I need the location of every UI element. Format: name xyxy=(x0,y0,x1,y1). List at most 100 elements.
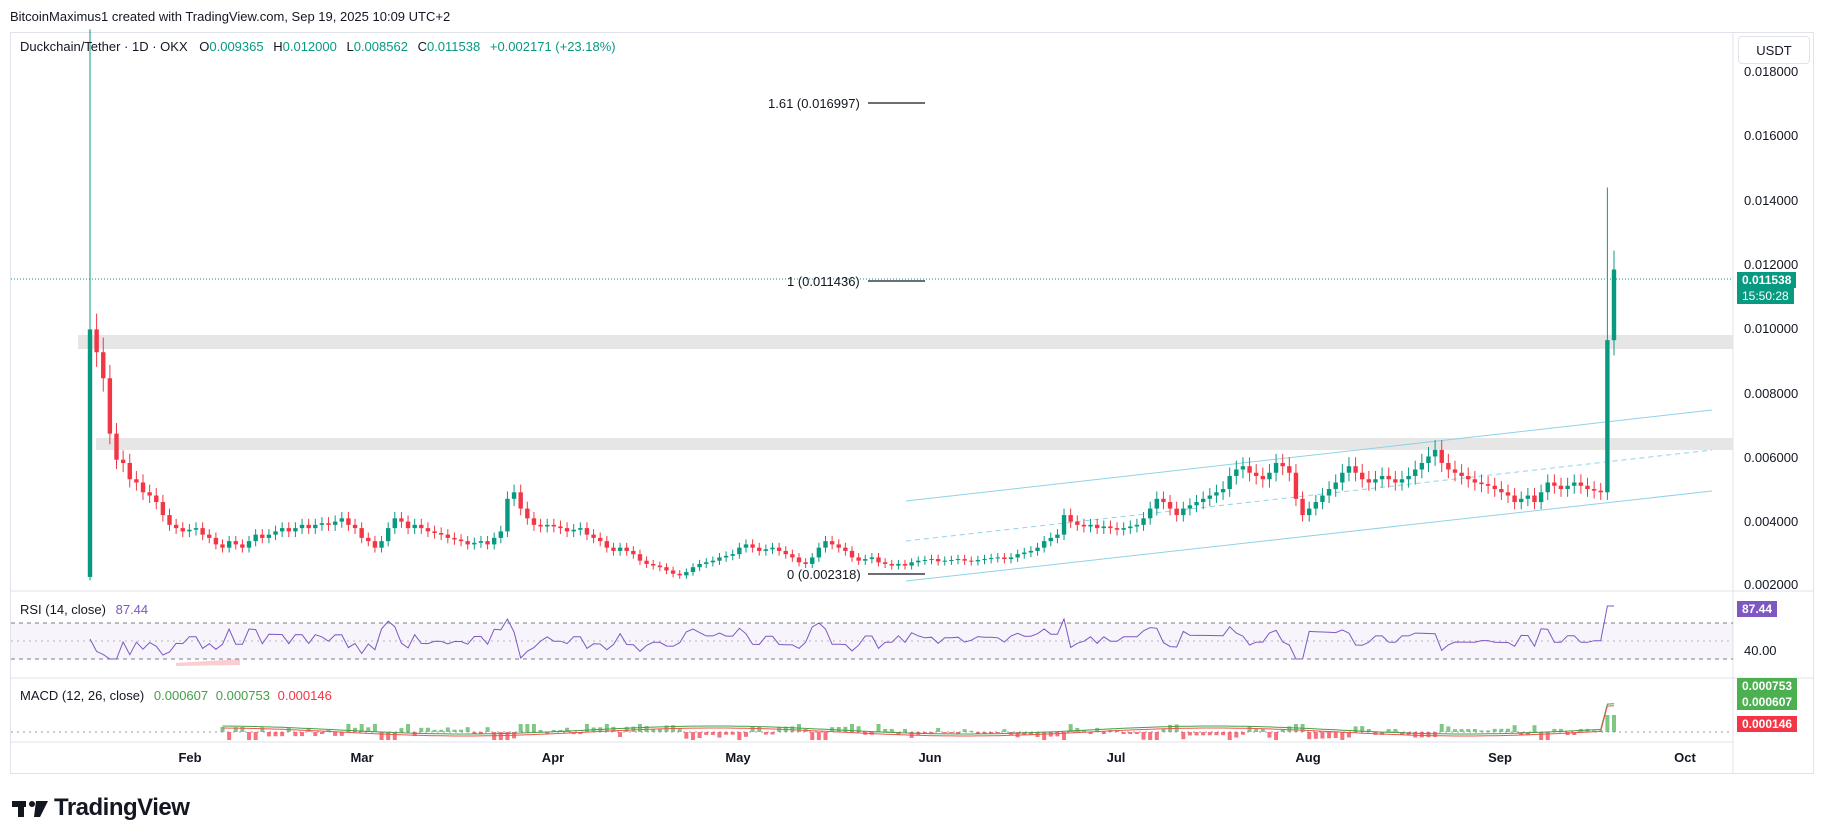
candle-body xyxy=(1452,469,1458,473)
macd-hist-bar xyxy=(227,732,232,740)
candle-body xyxy=(1499,489,1504,493)
macd-hist-bar xyxy=(1274,732,1279,740)
candle-body xyxy=(1432,449,1438,457)
macd-hist-bar xyxy=(836,727,841,732)
macd-hist-bar xyxy=(611,726,616,732)
macd-hist-bar xyxy=(956,732,961,734)
macd-hist-bar xyxy=(260,727,265,732)
candle-body xyxy=(399,518,404,522)
candle-body xyxy=(810,557,815,564)
tradingview-logo-text: TradingView xyxy=(54,794,190,821)
macd-hist-bar xyxy=(1413,732,1418,738)
rsi-line xyxy=(89,605,1614,660)
candle-body xyxy=(1538,492,1544,503)
candle-body xyxy=(1572,482,1577,486)
price-tick: 0.014000 xyxy=(1744,193,1799,208)
tradingview-logo[interactable]: TradingView xyxy=(12,794,190,822)
candle-body xyxy=(200,528,205,535)
candle-body xyxy=(518,492,523,509)
candle-body xyxy=(843,547,848,551)
candle-body xyxy=(1353,466,1358,473)
price-tick: 0.018000 xyxy=(1744,64,1799,79)
candle-body xyxy=(763,549,769,551)
rsi-legend[interactable]: RSI (14, close) 87.44 xyxy=(20,602,148,617)
candle-body xyxy=(1552,482,1557,486)
macd-hist-bar xyxy=(710,732,715,735)
candle-body xyxy=(134,479,139,483)
candle-body xyxy=(1333,482,1338,490)
macd-hist-bar xyxy=(531,724,536,732)
candle-body xyxy=(1485,484,1491,486)
macd-hist-bar xyxy=(1558,728,1563,732)
macd-hist-bar xyxy=(1327,732,1332,739)
candle-body xyxy=(1399,479,1405,483)
macd-hist-bar xyxy=(1446,726,1451,732)
macd-line-badge: 0.000607 xyxy=(1737,694,1798,710)
macd-hist-badge: 0.000146 xyxy=(1737,716,1798,732)
macd-hist-bar xyxy=(584,724,589,732)
candle-body xyxy=(723,555,729,558)
candle-body xyxy=(823,541,828,548)
currency-button[interactable]: USDT xyxy=(1738,36,1810,64)
candle-body xyxy=(273,531,278,535)
candle-body xyxy=(279,528,285,532)
macd-hist-bar xyxy=(876,724,881,732)
candle-body xyxy=(684,572,689,576)
macd-legend[interactable]: MACD (12, 26, close) 0.000607 0.000753 0… xyxy=(20,688,332,703)
candle-body xyxy=(1008,557,1014,560)
candle-body xyxy=(525,508,530,519)
time-tick-jun: Jun xyxy=(918,750,942,765)
candle-body xyxy=(1426,456,1431,463)
macd-hist-bar xyxy=(1525,732,1530,736)
macd-hist-bar xyxy=(1134,732,1139,735)
low-label: L xyxy=(346,39,354,54)
candle-body xyxy=(955,559,961,561)
candles-group xyxy=(87,29,1617,581)
price-tick: 0.002000 xyxy=(1744,577,1799,592)
candle-body xyxy=(1267,472,1272,480)
macd-hist-bar xyxy=(1499,728,1504,732)
candle-body xyxy=(405,521,411,529)
candle-body xyxy=(750,544,755,548)
candle-body xyxy=(1181,508,1186,516)
candle-body xyxy=(558,526,563,529)
price-tick: 0.006000 xyxy=(1744,450,1799,465)
candle-body xyxy=(233,541,238,545)
macd-hist-bar xyxy=(1433,732,1438,737)
macd-hist-bar xyxy=(1426,732,1431,738)
candle-body xyxy=(1525,495,1531,499)
macd-hist-bar xyxy=(1486,730,1491,732)
macd-hist-bar xyxy=(518,724,523,732)
candle-body xyxy=(1472,479,1478,483)
macd-hist-bar xyxy=(346,724,351,732)
candle-body xyxy=(1035,547,1040,551)
candle-body xyxy=(690,567,696,573)
candle-body xyxy=(816,547,822,558)
macd-hist-bar xyxy=(1399,732,1404,735)
candle-body xyxy=(988,558,994,560)
resistance-zone-upper xyxy=(78,335,1733,349)
macd-hist-bar xyxy=(366,727,371,732)
candle-body xyxy=(935,559,941,562)
price-tick: 0.010000 xyxy=(1744,321,1799,336)
candle-body xyxy=(505,498,510,532)
symbol-name[interactable]: Duckchain/Tether · 1D · OKX xyxy=(20,39,188,54)
macd-hist-bar xyxy=(545,732,550,735)
candle-body xyxy=(319,523,325,525)
macd-hist-bar xyxy=(1240,732,1245,735)
macd-hist-bar xyxy=(1267,732,1272,738)
candle-body xyxy=(1081,524,1087,527)
macd-hist-bar xyxy=(1353,726,1358,732)
macd-signal-line xyxy=(222,705,1615,737)
candle-body xyxy=(856,557,861,561)
candle-body xyxy=(770,547,775,550)
macd-hist-bar xyxy=(757,726,762,732)
candle-body xyxy=(147,492,152,496)
candle-body xyxy=(1300,498,1305,516)
macd-hist-bar xyxy=(1452,729,1457,732)
candle-body xyxy=(617,547,623,551)
macd-hist-bar xyxy=(1459,729,1464,732)
candle-body xyxy=(107,378,113,434)
macd-hist-bar xyxy=(1002,729,1007,732)
